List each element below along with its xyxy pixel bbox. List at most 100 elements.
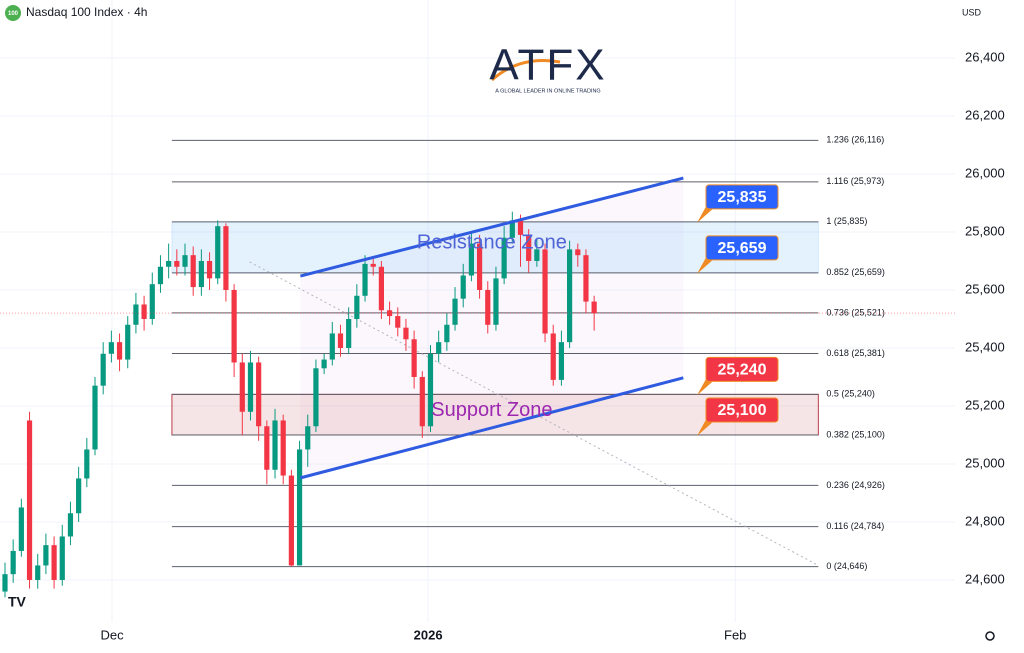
x-tick-label: Dec <box>100 627 124 642</box>
candle-body <box>550 333 556 380</box>
candle-body <box>35 565 41 580</box>
candle-body <box>280 420 286 476</box>
channel-line <box>300 176 684 278</box>
candle-body <box>395 316 401 328</box>
candle-body <box>485 289 491 325</box>
tv-logo: TV <box>8 594 27 610</box>
candle-body <box>452 298 458 325</box>
candle-body <box>157 266 164 285</box>
callout <box>705 235 779 261</box>
fib-label: 1 (25,835) <box>826 216 867 226</box>
y-tick-label: 25,000 <box>965 455 1005 470</box>
symbol-icon-text: 100 <box>8 11 19 17</box>
candle-body <box>370 263 376 267</box>
candle-body <box>460 275 466 299</box>
candle-body <box>141 304 147 319</box>
callout <box>705 184 779 210</box>
fib-label: 0 (24,646) <box>826 561 867 571</box>
candle-body <box>67 513 74 537</box>
candle-body <box>354 295 360 319</box>
y-tick-label: 26,200 <box>965 107 1005 122</box>
y-tick-label: 25,800 <box>965 223 1005 238</box>
candle-body <box>288 475 294 566</box>
candle-body <box>125 324 131 360</box>
candle-body <box>419 376 425 427</box>
callout-label: 25,835 <box>718 189 767 206</box>
channel-line <box>300 376 684 480</box>
candle-body <box>337 333 344 348</box>
fib-label: 0.618 (25,381) <box>826 348 885 358</box>
candle-body <box>501 237 507 279</box>
candle-body <box>108 342 114 354</box>
candle-body <box>534 249 540 261</box>
candle-body <box>558 342 565 380</box>
candle-body <box>2 574 8 592</box>
candle-body <box>386 310 393 317</box>
candle-body <box>76 478 82 514</box>
candle-body <box>43 545 49 566</box>
candle-body <box>321 359 327 369</box>
y-tick-label: 24,800 <box>965 513 1005 528</box>
plot: 24,600 24,800 25,000 25,200 25,400 25,600 25,8… <box>0 0 1005 642</box>
candle-body <box>509 220 515 238</box>
y-tick-label: 26,000 <box>965 165 1005 180</box>
candle-body <box>403 327 409 340</box>
fib-label: 0.236 (24,926) <box>826 480 885 490</box>
candle-body <box>174 260 180 267</box>
callout <box>705 397 779 423</box>
candle-body <box>296 449 303 566</box>
candle-body <box>329 333 335 360</box>
candle-body <box>427 353 434 427</box>
callout-label: 25,240 <box>718 362 767 379</box>
candle-body <box>166 260 172 267</box>
candle-body <box>517 220 524 235</box>
candle-body <box>436 342 442 354</box>
candle-body <box>116 342 123 360</box>
x-tick-label: 2026 <box>414 627 443 642</box>
candle-body <box>305 426 311 450</box>
candle-body <box>182 255 188 267</box>
callout <box>705 356 779 382</box>
candle-body <box>542 249 548 334</box>
candle-body <box>223 226 229 290</box>
candle-body <box>575 249 581 256</box>
fib-label: 1.236 (26,116) <box>826 135 884 145</box>
candle-body <box>411 339 417 377</box>
candle-body <box>59 536 65 580</box>
candle-body <box>92 385 98 450</box>
fib-label: 0.382 (25,100) <box>826 429 885 439</box>
candle-body <box>476 243 483 290</box>
candle-body <box>18 507 24 551</box>
x-tick-label: Feb <box>724 627 746 642</box>
currency[interactable]: USD <box>962 7 982 17</box>
candle-body <box>566 249 573 343</box>
fib-label: 0.116 (24,784) <box>826 521 884 531</box>
logo-swoosh <box>491 58 561 82</box>
candle-body <box>231 289 237 363</box>
candle-body <box>198 260 204 288</box>
candle-body <box>84 449 90 479</box>
fib-label: 1.116 (25,973) <box>826 176 884 186</box>
candle-body <box>149 284 155 319</box>
candle-body <box>346 318 352 348</box>
y-tick-label: 25,400 <box>965 339 1005 354</box>
candle-body <box>468 243 475 276</box>
candle-body <box>362 263 368 296</box>
y-tick-label: 25,600 <box>965 281 1005 296</box>
chart-title: Nasdaq 100 Index · 4h <box>26 5 147 19</box>
candle-body <box>51 545 57 580</box>
zone-label: Support Zone <box>431 399 552 421</box>
symbol-icon <box>5 5 21 21</box>
candle-body <box>313 368 319 427</box>
callout-label: 25,100 <box>718 402 767 419</box>
settings-icon[interactable] <box>985 631 995 641</box>
candle-body <box>100 353 106 386</box>
zone-label: Resistance Zone <box>417 232 567 254</box>
candle-body <box>256 362 262 427</box>
candle-body <box>10 550 16 575</box>
y-tick-label: 25,200 <box>965 397 1005 412</box>
candle-body <box>272 420 278 470</box>
candle-body <box>215 226 221 279</box>
